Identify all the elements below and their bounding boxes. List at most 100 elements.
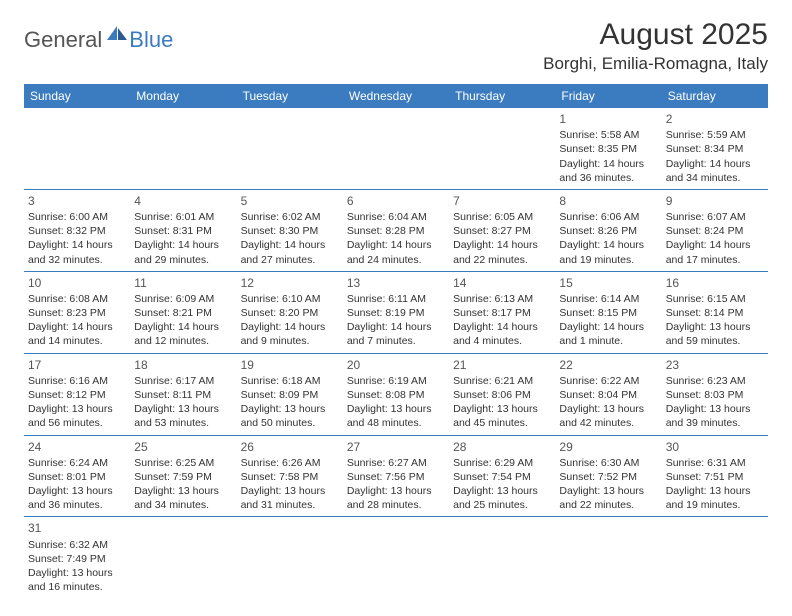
sunset-line: Sunset: 8:32 PM (28, 224, 126, 238)
calendar-day: 23Sunrise: 6:23 AMSunset: 8:03 PMDayligh… (662, 354, 768, 435)
sunrise-line: Sunrise: 6:09 AM (134, 292, 232, 306)
day-number: 8 (559, 193, 657, 209)
weekday-header: Friday (555, 84, 661, 108)
sunrise-line: Sunrise: 6:25 AM (134, 456, 232, 470)
sunset-line: Sunset: 7:58 PM (241, 470, 339, 484)
daylight-line: Daylight: 14 hours and 4 minutes. (453, 320, 551, 348)
daylight-line: Daylight: 13 hours and 19 minutes. (666, 484, 764, 512)
weekday-header: Tuesday (237, 84, 343, 108)
logo-text-blue: Blue (129, 27, 173, 53)
sunrise-line: Sunrise: 6:22 AM (559, 374, 657, 388)
calendar-day: 19Sunrise: 6:18 AMSunset: 8:09 PMDayligh… (237, 354, 343, 435)
day-number: 5 (241, 193, 339, 209)
day-number: 20 (347, 357, 445, 373)
sunset-line: Sunset: 8:35 PM (559, 142, 657, 156)
sunrise-line: Sunrise: 6:24 AM (28, 456, 126, 470)
weekday-header: Saturday (662, 84, 768, 108)
sunrise-line: Sunrise: 6:13 AM (453, 292, 551, 306)
daylight-line: Daylight: 14 hours and 7 minutes. (347, 320, 445, 348)
sunrise-line: Sunrise: 6:27 AM (347, 456, 445, 470)
weekday-header: Wednesday (343, 84, 449, 108)
calendar-week: 31Sunrise: 6:32 AMSunset: 7:49 PMDayligh… (24, 517, 768, 598)
weekday-header: Thursday (449, 84, 555, 108)
sunrise-line: Sunrise: 5:59 AM (666, 128, 764, 142)
calendar-week: 10Sunrise: 6:08 AMSunset: 8:23 PMDayligh… (24, 272, 768, 354)
daylight-line: Daylight: 13 hours and 22 minutes. (559, 484, 657, 512)
calendar-day: 16Sunrise: 6:15 AMSunset: 8:14 PMDayligh… (662, 272, 768, 353)
daylight-line: Daylight: 14 hours and 22 minutes. (453, 238, 551, 266)
day-number: 9 (666, 193, 764, 209)
daylight-line: Daylight: 13 hours and 45 minutes. (453, 402, 551, 430)
daylight-line: Daylight: 13 hours and 53 minutes. (134, 402, 232, 430)
sunrise-line: Sunrise: 6:15 AM (666, 292, 764, 306)
calendar-day: 21Sunrise: 6:21 AMSunset: 8:06 PMDayligh… (449, 354, 555, 435)
empty-day (237, 108, 343, 189)
sunrise-line: Sunrise: 5:58 AM (559, 128, 657, 142)
day-number: 6 (347, 193, 445, 209)
daylight-line: Daylight: 13 hours and 48 minutes. (347, 402, 445, 430)
daylight-line: Daylight: 14 hours and 24 minutes. (347, 238, 445, 266)
day-number: 23 (666, 357, 764, 373)
calendar-day: 31Sunrise: 6:32 AMSunset: 7:49 PMDayligh… (24, 517, 130, 598)
sunset-line: Sunset: 7:56 PM (347, 470, 445, 484)
day-number: 19 (241, 357, 339, 373)
sunset-line: Sunset: 8:24 PM (666, 224, 764, 238)
day-number: 11 (134, 275, 232, 291)
sunset-line: Sunset: 8:31 PM (134, 224, 232, 238)
daylight-line: Daylight: 13 hours and 16 minutes. (28, 566, 126, 594)
daylight-line: Daylight: 13 hours and 28 minutes. (347, 484, 445, 512)
daylight-line: Daylight: 13 hours and 25 minutes. (453, 484, 551, 512)
title-block: August 2025 Borghi, Emilia-Romagna, Ital… (543, 18, 768, 74)
day-number: 22 (559, 357, 657, 373)
sunrise-line: Sunrise: 6:17 AM (134, 374, 232, 388)
sunrise-line: Sunrise: 6:21 AM (453, 374, 551, 388)
empty-day (343, 108, 449, 189)
empty-day (555, 517, 661, 598)
sunset-line: Sunset: 8:26 PM (559, 224, 657, 238)
sunset-line: Sunset: 8:20 PM (241, 306, 339, 320)
sunset-line: Sunset: 7:51 PM (666, 470, 764, 484)
sunset-line: Sunset: 8:30 PM (241, 224, 339, 238)
sunset-line: Sunset: 8:15 PM (559, 306, 657, 320)
daylight-line: Daylight: 14 hours and 34 minutes. (666, 157, 764, 185)
sunset-line: Sunset: 8:23 PM (28, 306, 126, 320)
day-number: 2 (666, 111, 764, 127)
empty-day (449, 517, 555, 598)
day-number: 26 (241, 439, 339, 455)
sunset-line: Sunset: 7:54 PM (453, 470, 551, 484)
weekday-header-row: SundayMondayTuesdayWednesdayThursdayFrid… (24, 84, 768, 108)
sunset-line: Sunset: 8:04 PM (559, 388, 657, 402)
sunset-line: Sunset: 7:52 PM (559, 470, 657, 484)
daylight-line: Daylight: 14 hours and 14 minutes. (28, 320, 126, 348)
sunrise-line: Sunrise: 6:19 AM (347, 374, 445, 388)
sunrise-line: Sunrise: 6:29 AM (453, 456, 551, 470)
day-number: 28 (453, 439, 551, 455)
header: General Blue August 2025 Borghi, Emilia-… (24, 18, 768, 74)
sunrise-line: Sunrise: 6:30 AM (559, 456, 657, 470)
day-number: 29 (559, 439, 657, 455)
calendar-day: 25Sunrise: 6:25 AMSunset: 7:59 PMDayligh… (130, 436, 236, 517)
sunrise-line: Sunrise: 6:11 AM (347, 292, 445, 306)
sunrise-line: Sunrise: 6:07 AM (666, 210, 764, 224)
sunrise-line: Sunrise: 6:05 AM (453, 210, 551, 224)
calendar-day: 24Sunrise: 6:24 AMSunset: 8:01 PMDayligh… (24, 436, 130, 517)
sunrise-line: Sunrise: 6:01 AM (134, 210, 232, 224)
sail-icon (105, 24, 129, 47)
daylight-line: Daylight: 14 hours and 19 minutes. (559, 238, 657, 266)
day-number: 4 (134, 193, 232, 209)
day-number: 10 (28, 275, 126, 291)
calendar-day: 6Sunrise: 6:04 AMSunset: 8:28 PMDaylight… (343, 190, 449, 271)
sunset-line: Sunset: 8:21 PM (134, 306, 232, 320)
daylight-line: Daylight: 14 hours and 12 minutes. (134, 320, 232, 348)
daylight-line: Daylight: 13 hours and 50 minutes. (241, 402, 339, 430)
day-number: 21 (453, 357, 551, 373)
day-number: 18 (134, 357, 232, 373)
logo: General Blue (24, 24, 173, 55)
sunrise-line: Sunrise: 6:04 AM (347, 210, 445, 224)
daylight-line: Daylight: 14 hours and 36 minutes. (559, 157, 657, 185)
calendar-day: 2Sunrise: 5:59 AMSunset: 8:34 PMDaylight… (662, 108, 768, 189)
sunrise-line: Sunrise: 6:32 AM (28, 538, 126, 552)
sunset-line: Sunset: 8:08 PM (347, 388, 445, 402)
daylight-line: Daylight: 14 hours and 29 minutes. (134, 238, 232, 266)
daylight-line: Daylight: 13 hours and 59 minutes. (666, 320, 764, 348)
